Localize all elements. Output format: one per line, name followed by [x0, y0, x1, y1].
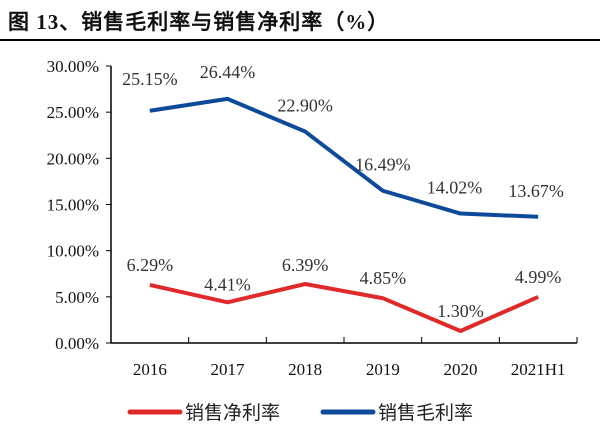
legend-label: 销售毛利率: [378, 402, 473, 424]
y-tick-label: 5.00%: [55, 288, 99, 307]
data-label: 22.90%: [277, 96, 333, 116]
y-tick-label: 20.00%: [47, 149, 99, 168]
data-label: 6.39%: [282, 255, 329, 275]
data-label: 4.41%: [204, 274, 251, 294]
x-tick-label: 2019: [366, 360, 400, 379]
y-tick-label: 0.00%: [55, 334, 99, 353]
y-tick-label: 25.00%: [47, 103, 99, 122]
series-line-gross-margin: [149, 96, 539, 219]
series-line-net-margin: [149, 281, 539, 333]
legend-label: 销售净利率: [185, 402, 280, 424]
x-tick-label: 2020: [444, 360, 478, 379]
data-label: 13.67%: [508, 181, 564, 201]
y-tick-label: 15.00%: [47, 196, 99, 215]
data-label: 25.15%: [122, 69, 178, 89]
chart-title: 图 13、销售毛利率与销售净利率（%）: [8, 10, 390, 34]
y-tick-label: 10.00%: [47, 242, 99, 261]
title-rule: [0, 39, 600, 41]
data-label: 6.29%: [127, 255, 174, 275]
data-label: 14.02%: [427, 178, 483, 198]
x-tick-label: 2017: [211, 360, 246, 379]
y-tick-label: 30.00%: [47, 57, 99, 76]
data-label: 1.30%: [437, 301, 484, 321]
x-tick-label: 2018: [288, 360, 322, 379]
data-label: 16.49%: [355, 155, 411, 175]
x-tick-label: 2016: [133, 360, 167, 379]
data-label: 4.85%: [360, 268, 407, 288]
data-label: 26.44%: [200, 62, 256, 82]
data-label: 4.99%: [515, 267, 562, 287]
x-tick-label: 2021H1: [511, 360, 566, 379]
